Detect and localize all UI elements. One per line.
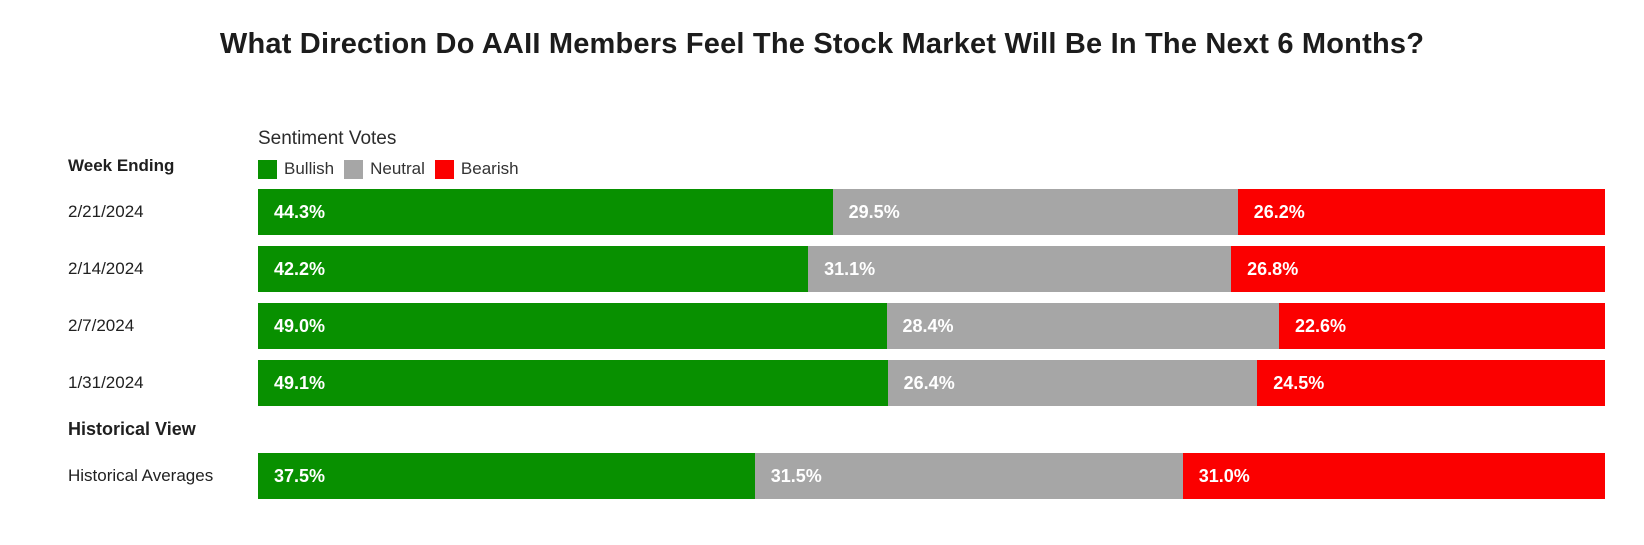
row-label: 2/7/2024 [68,316,135,335]
legend-label: Bullish [284,159,335,178]
neutral-segment: 29.5% [832,189,1238,235]
segment-value: 31.0% [1198,465,1250,486]
bearish-swatch-icon [434,159,454,179]
legend-title: Sentiment Votes [258,128,397,149]
segment-value: 37.5% [274,465,326,486]
legend-label: Neutral [370,159,425,178]
row-label: 1/31/2024 [68,373,144,392]
legend-item-bearish: Bearish [434,159,519,179]
bullish-segment: 42.2% [258,246,809,292]
segment-value: 44.3% [274,201,326,222]
stacked-bar: 37.5% 31.5% 31.0% [258,453,1606,499]
segment-value: 26.8% [1247,258,1299,279]
segment-value: 29.5% [848,201,900,222]
segment-value: 49.1% [274,372,326,393]
bullish-segment: 37.5% [258,453,755,499]
bearish-segment: 31.0% [1182,453,1606,499]
segment-value: 28.4% [902,315,954,336]
segment-value: 31.1% [824,258,876,279]
neutral-swatch-icon [344,159,364,179]
segment-value: 42.2% [274,258,326,279]
bar-row: 1/31/2024 49.1% 26.4% 24.5% [68,360,1605,406]
row-label: 2/21/2024 [68,202,144,221]
bullish-segment: 49.1% [258,360,888,406]
segment-value: 22.6% [1294,315,1347,336]
row-label: Historical Averages [68,466,214,485]
bullish-segment: 49.0% [258,303,887,349]
bullish-swatch-icon [258,159,277,179]
bearish-segment: 22.6% [1278,303,1605,349]
legend-item-neutral: Neutral [344,159,425,179]
stacked-bar: 49.1% 26.4% 24.5% [258,360,1605,406]
legend-item-bullish: Bullish [258,159,334,179]
stacked-bar: 49.0% 28.4% 22.6% [258,303,1605,349]
neutral-segment: 31.5% [754,453,1183,499]
row-label: 2/14/2024 [68,259,144,278]
bar-row: 2/7/2024 49.0% 28.4% 22.6% [68,303,1605,349]
chart-area: Week Ending Sentiment Votes Bullish Neut… [68,128,1606,510]
bearish-segment: 24.5% [1257,360,1605,406]
bearish-segment: 26.8% [1231,246,1605,292]
bearish-segment: 26.2% [1237,189,1605,235]
historical-view-heading: Historical View [68,419,196,439]
neutral-segment: 26.4% [887,360,1258,406]
week-ending-axis-label: Week Ending [68,156,175,175]
segment-value: 24.5% [1273,372,1325,393]
legend-block: Sentiment Votes Bullish Neutral Bearish [258,128,1605,179]
bar-row: 2/21/2024 44.3% 29.5% 26.2% [68,189,1605,235]
neutral-segment: 31.1% [808,246,1232,292]
segment-value: 26.2% [1253,201,1305,222]
chart-header: Week Ending Sentiment Votes Bullish Neut… [68,128,1605,179]
segment-value: 31.5% [770,465,822,486]
legend: Bullish Neutral Bearish [258,159,1605,179]
legend-label: Bearish [460,159,519,178]
neutral-segment: 28.4% [886,303,1279,349]
bar-row-historical: Historical Averages 37.5% 31.5% 31.0% [68,453,1606,499]
stacked-bar: 42.2% 31.1% 26.8% [258,246,1605,292]
segment-value: 26.4% [903,372,955,393]
bar-row: 2/14/2024 42.2% 31.1% 26.8% [68,246,1605,292]
segment-value: 49.0% [274,315,326,336]
chart-title: What Direction Do AAII Members Feel The … [219,28,1425,60]
bullish-segment: 44.3% [258,189,833,235]
stacked-bar: 44.3% 29.5% 26.2% [258,189,1605,235]
